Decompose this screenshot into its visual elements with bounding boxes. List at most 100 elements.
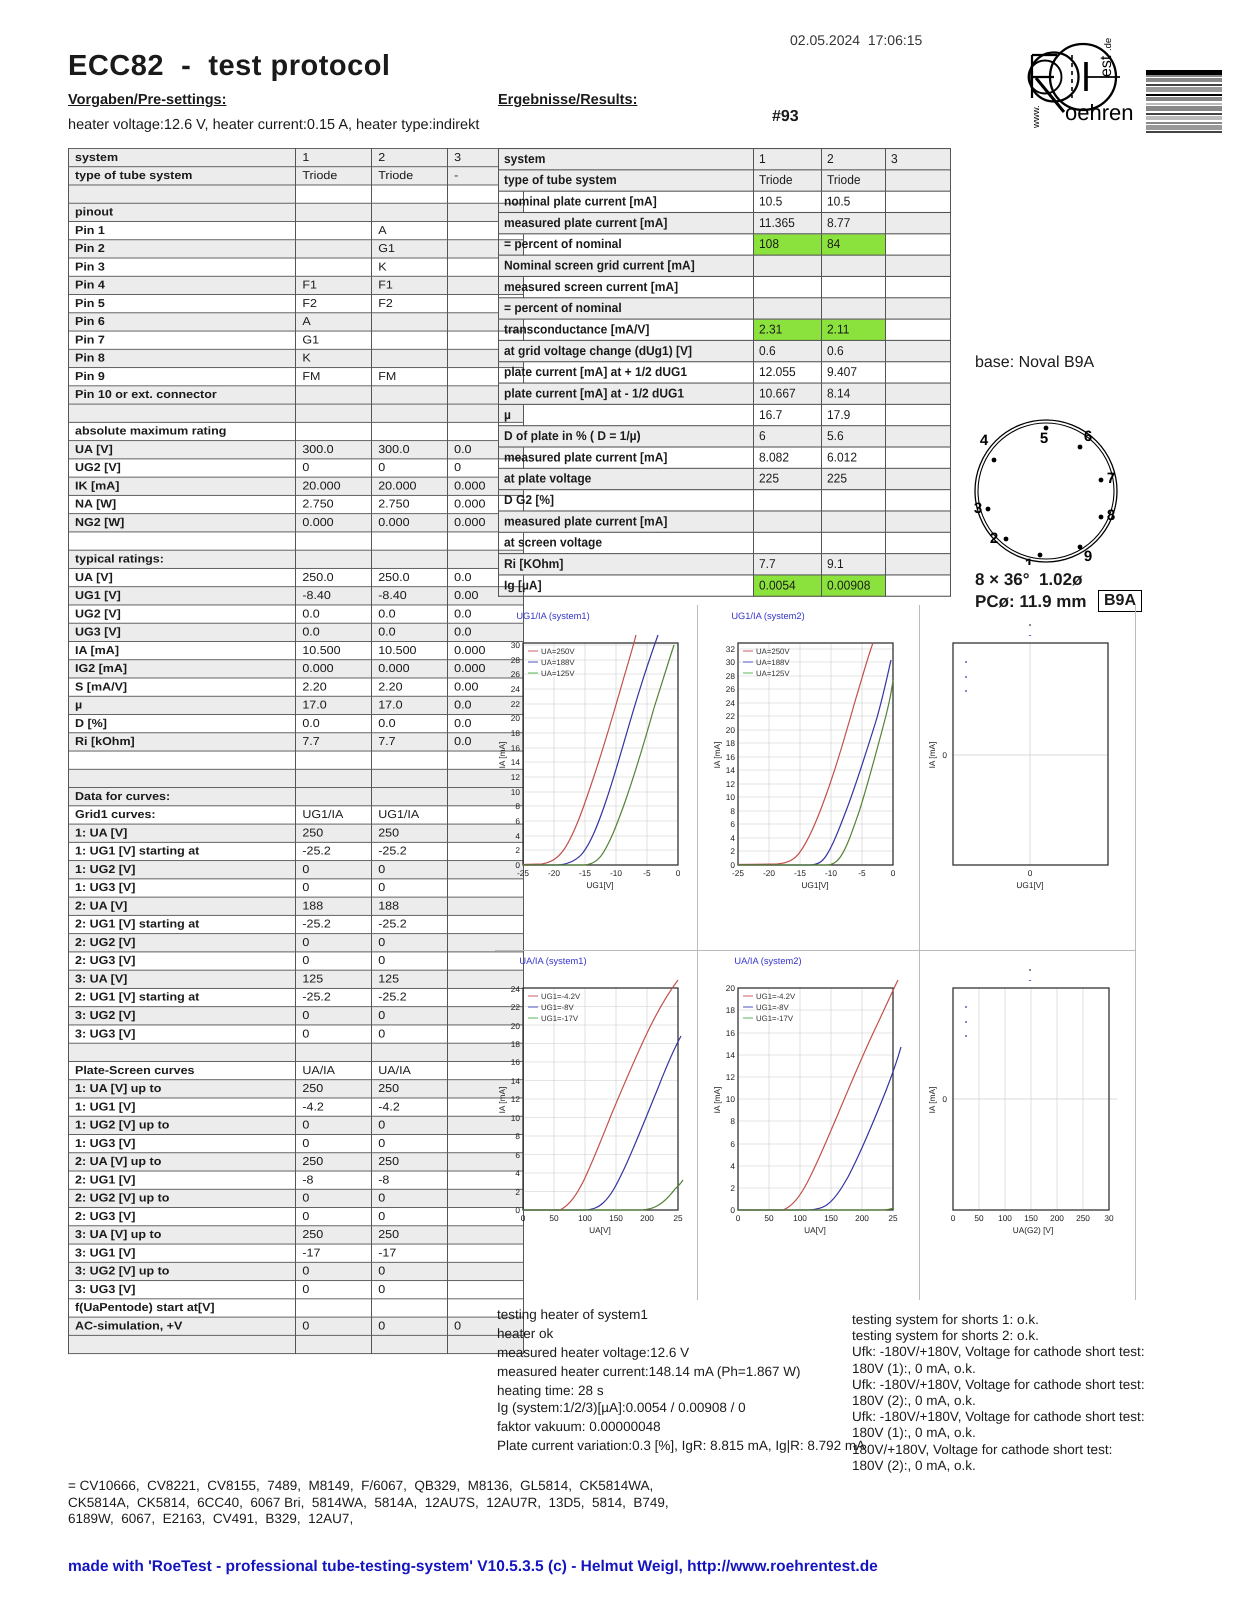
svg-text:UG1[V]: UG1[V]: [1016, 880, 1043, 890]
svg-text:0: 0: [676, 868, 681, 878]
svg-text:-20: -20: [763, 868, 775, 878]
svg-text:150: 150: [1024, 1213, 1038, 1223]
svg-text:200: 200: [855, 1213, 869, 1223]
svg-text:IA [mA]: IA [mA]: [497, 1087, 507, 1114]
svg-text:22: 22: [511, 699, 521, 709]
svg-text:30: 30: [726, 657, 736, 667]
svg-text:IA [mA]: IA [mA]: [712, 1087, 722, 1114]
svg-text:-25: -25: [517, 868, 529, 878]
svg-text:20: 20: [511, 1021, 521, 1031]
svg-text:IA [mA]: IA [mA]: [497, 742, 507, 769]
svg-text:26: 26: [511, 669, 521, 679]
svg-text:UG1[V]: UG1[V]: [586, 880, 613, 890]
svg-text:20: 20: [726, 983, 736, 993]
svg-text:UG1/IA (system2): UG1/IA (system2): [731, 611, 804, 621]
svg-text:2: 2: [515, 845, 520, 855]
svg-text:14: 14: [726, 765, 736, 775]
svg-text:UA=188V: UA=188V: [541, 658, 575, 667]
svg-text:9: 9: [1084, 548, 1092, 565]
svg-text:12: 12: [726, 1072, 736, 1082]
svg-text:6: 6: [730, 1139, 735, 1149]
svg-text:20: 20: [726, 725, 736, 735]
svg-text:18: 18: [726, 1005, 736, 1015]
svg-text:100: 100: [793, 1213, 807, 1223]
svg-text:2: 2: [730, 1183, 735, 1193]
svg-text:0: 0: [1028, 868, 1033, 878]
svg-text:4: 4: [515, 1168, 520, 1178]
svg-text:10: 10: [511, 787, 521, 797]
svg-text:20: 20: [511, 713, 521, 723]
svg-text:50: 50: [974, 1213, 984, 1223]
svg-text:UA/IA (system2): UA/IA (system2): [734, 956, 801, 966]
svg-text:UG1[V]: UG1[V]: [801, 880, 828, 890]
svg-text:0: 0: [942, 1094, 947, 1104]
svg-text:16: 16: [511, 743, 521, 753]
svg-text:22: 22: [726, 711, 736, 721]
svg-text:100: 100: [998, 1213, 1012, 1223]
svg-text:UG1=-4.2V: UG1=-4.2V: [756, 992, 796, 1001]
svg-text:24: 24: [726, 698, 736, 708]
svg-text:UG1=-8V: UG1=-8V: [541, 1003, 575, 1012]
svg-text:250: 250: [1076, 1213, 1090, 1223]
svg-text:10: 10: [726, 792, 736, 802]
svg-text:UA(G2) [V]: UA(G2) [V]: [1013, 1225, 1054, 1235]
svg-text:UA[V]: UA[V]: [589, 1225, 611, 1235]
svg-text:-5: -5: [643, 868, 651, 878]
svg-text:16: 16: [726, 752, 736, 762]
svg-text:12: 12: [726, 779, 736, 789]
svg-text:28: 28: [726, 671, 736, 681]
svg-text:UG1/IA (system1): UG1/IA (system1): [516, 611, 589, 621]
svg-text:8: 8: [1107, 507, 1115, 524]
svg-text:28: 28: [511, 655, 521, 665]
svg-text:4: 4: [515, 831, 520, 841]
svg-text:2: 2: [990, 530, 998, 547]
svg-text:UA/IA (system1): UA/IA (system1): [519, 956, 586, 966]
svg-text:UA=250V: UA=250V: [756, 647, 790, 656]
svg-text:100: 100: [578, 1213, 592, 1223]
svg-text:16: 16: [726, 1028, 736, 1038]
svg-text:24: 24: [511, 684, 521, 694]
svg-text:6: 6: [730, 819, 735, 829]
svg-text:30: 30: [511, 640, 521, 650]
svg-text:200: 200: [640, 1213, 654, 1223]
svg-text:30: 30: [1104, 1213, 1114, 1223]
svg-text:18: 18: [511, 1039, 521, 1049]
svg-text:www.: www.: [1031, 105, 1042, 129]
svg-text:12: 12: [511, 772, 521, 782]
svg-text:-10: -10: [610, 868, 622, 878]
svg-text:0: 0: [942, 750, 947, 760]
svg-text:IA [mA]: IA [mA]: [712, 742, 722, 769]
svg-text:UG1=-4.2V: UG1=-4.2V: [541, 992, 581, 1001]
svg-text:50: 50: [549, 1213, 559, 1223]
svg-text:UG1=-17V: UG1=-17V: [541, 1014, 579, 1023]
svg-text:12: 12: [511, 1094, 521, 1104]
svg-text:UA=250V: UA=250V: [541, 647, 575, 656]
svg-text:5: 5: [1040, 430, 1048, 447]
svg-text:-20: -20: [548, 868, 560, 878]
svg-text:6: 6: [1084, 428, 1092, 445]
svg-text:UA=125V: UA=125V: [756, 669, 790, 678]
svg-text:24: 24: [511, 984, 521, 994]
svg-text:14: 14: [511, 1076, 521, 1086]
svg-text:IA [mA]: IA [mA]: [927, 1087, 937, 1114]
svg-text:2: 2: [730, 846, 735, 856]
svg-text:8: 8: [515, 1131, 520, 1141]
svg-text:0: 0: [730, 1205, 735, 1215]
svg-text:IA [mA]: IA [mA]: [927, 742, 937, 769]
svg-text:1: 1: [1025, 556, 1033, 565]
svg-text:10: 10: [726, 1094, 736, 1104]
svg-text:UA[V]: UA[V]: [804, 1225, 826, 1235]
svg-text:25: 25: [888, 1213, 898, 1223]
svg-text:200: 200: [1050, 1213, 1064, 1223]
svg-text:-: -: [1028, 630, 1031, 640]
svg-text:22: 22: [511, 1002, 521, 1012]
svg-text:14: 14: [726, 1050, 736, 1060]
svg-text:UG1=-8V: UG1=-8V: [756, 1003, 790, 1012]
svg-text:3: 3: [974, 500, 982, 517]
svg-text:8: 8: [730, 806, 735, 816]
svg-text:est: est: [1098, 55, 1115, 77]
svg-text:-25: -25: [732, 868, 744, 878]
svg-text:7: 7: [1107, 470, 1115, 487]
svg-text:8: 8: [515, 801, 520, 811]
svg-text:16: 16: [511, 1057, 521, 1067]
